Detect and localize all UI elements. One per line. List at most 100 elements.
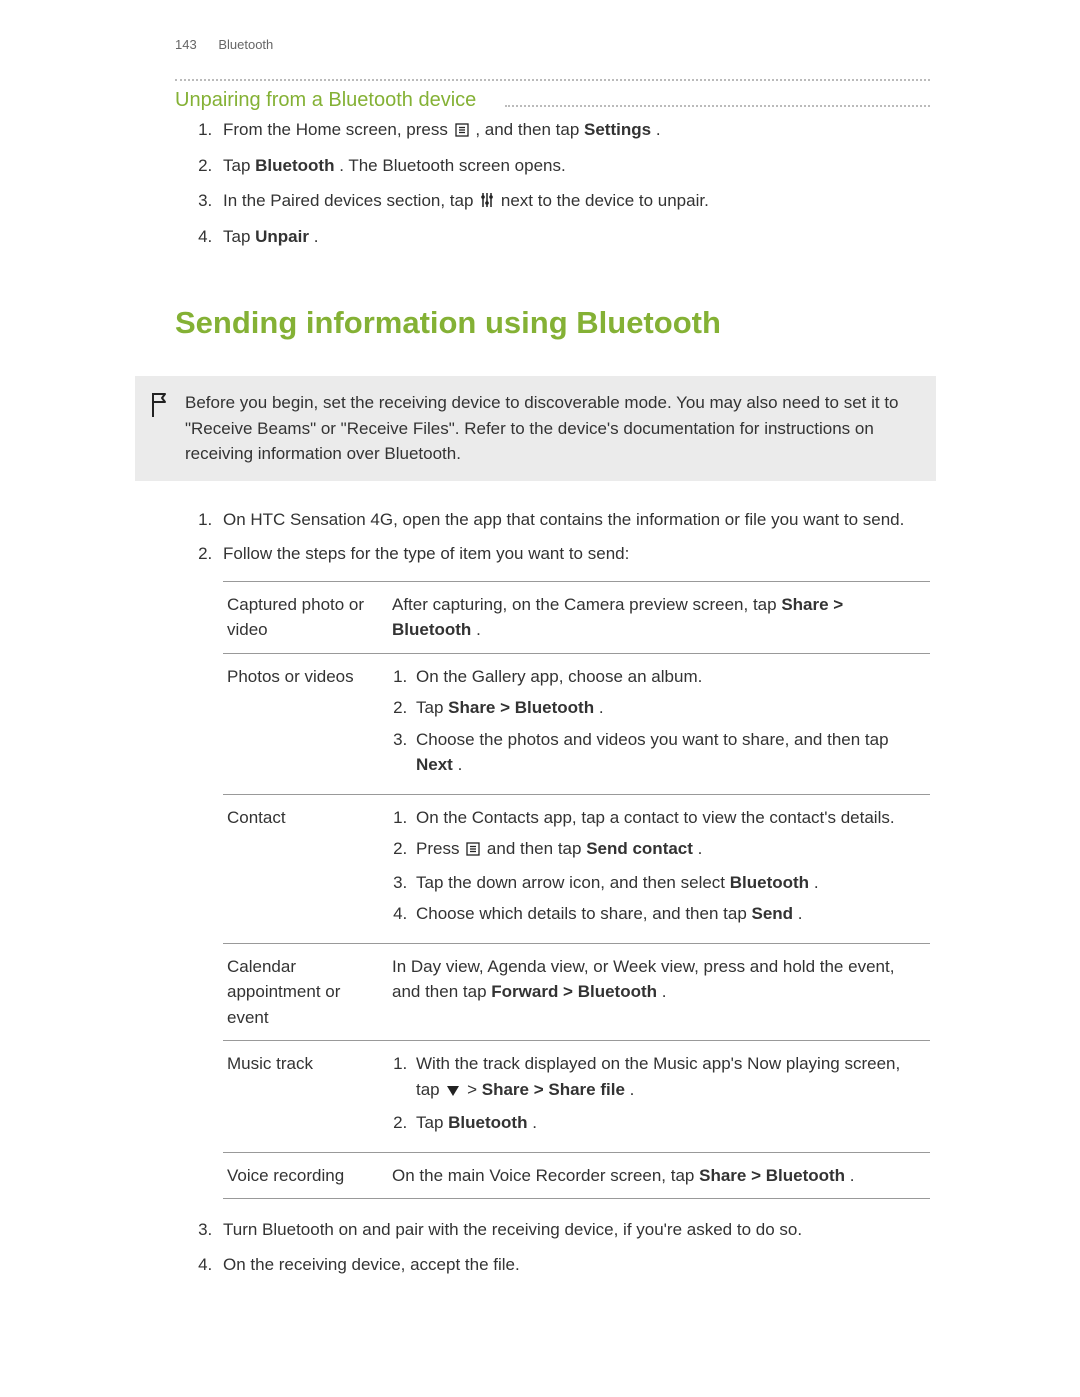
text: and then tap <box>487 839 586 858</box>
list-item: With the track displayed on the Music ap… <box>412 1051 922 1104</box>
text: . <box>630 1080 635 1099</box>
list-item: Tap the down arrow icon, and then select… <box>412 870 922 896</box>
inner-steps: On the Gallery app, choose an album. Tap… <box>392 664 922 778</box>
list-item: Tap Bluetooth . The Bluetooth screen ope… <box>217 153 930 179</box>
row-key: Voice recording <box>223 1152 388 1199</box>
inner-steps: With the track displayed on the Music ap… <box>392 1051 922 1136</box>
text: After capturing, on the Camera preview s… <box>392 595 781 614</box>
text: . <box>599 698 604 717</box>
text: On the main Voice Recorder screen, tap <box>392 1166 699 1185</box>
table-row: Voice recording On the main Voice Record… <box>223 1152 930 1199</box>
settings-label: Settings <box>584 120 651 139</box>
text: Tap <box>416 1113 448 1132</box>
row-key: Photos or videos <box>223 653 388 794</box>
bold-label: Send contact <box>586 839 693 858</box>
text: . <box>698 839 703 858</box>
list-item: On the Gallery app, choose an album. <box>412 664 922 690</box>
list-item: Follow the steps for the type of item yo… <box>217 541 930 1199</box>
row-key: Calendar appointment or event <box>223 943 388 1041</box>
text: On HTC Sensation 4G, open the app that c… <box>223 510 904 529</box>
row-value: On the Gallery app, choose an album. Tap… <box>388 653 930 794</box>
text: From the Home screen, press <box>223 120 453 139</box>
table-row: Photos or videos On the Gallery app, cho… <box>223 653 930 794</box>
row-value: In Day view, Agenda view, or Week view, … <box>388 943 930 1041</box>
down-triangle-icon <box>446 1079 460 1105</box>
text: . <box>532 1113 537 1132</box>
text: . The Bluetooth screen opens. <box>339 156 566 175</box>
unpair-label: Unpair <box>255 227 309 246</box>
text: . <box>476 620 481 639</box>
menu-icon <box>455 119 469 145</box>
text: Turn Bluetooth on and pair with the rece… <box>223 1220 802 1239</box>
text: next to the device to unpair. <box>501 191 709 210</box>
table-row: Captured photo or video After capturing,… <box>223 581 930 653</box>
dotted-rule <box>175 79 930 81</box>
text: Follow the steps for the type of item yo… <box>223 544 629 563</box>
text: Tap <box>223 227 255 246</box>
sliders-icon <box>480 190 494 216</box>
dotted-rule-after <box>505 105 930 107</box>
bold-label: Share > Share file <box>482 1080 625 1099</box>
table-row: Calendar appointment or event In Day vie… <box>223 943 930 1041</box>
bold-label: Share > Bluetooth <box>699 1166 845 1185</box>
text: Tap <box>223 156 255 175</box>
bluetooth-label: Bluetooth <box>255 156 334 175</box>
page-header: 143 Bluetooth <box>175 35 930 55</box>
bold-label: Share > Bluetooth <box>448 698 594 717</box>
text: . <box>314 227 319 246</box>
row-value: On the Contacts app, tap a contact to vi… <box>388 794 930 943</box>
section1-steps: From the Home screen, press , and then t… <box>175 117 930 250</box>
row-value: On the main Voice Recorder screen, tap S… <box>388 1152 930 1199</box>
row-key: Music track <box>223 1041 388 1153</box>
list-item: Tap Share > Bluetooth . <box>412 695 922 721</box>
list-item: Tap Unpair . <box>217 224 930 250</box>
send-type-table: Captured photo or video After capturing,… <box>223 581 930 1200</box>
text: , and then tap <box>475 120 584 139</box>
list-item: Press and then tap Send contact . <box>412 836 922 864</box>
text: > <box>467 1080 482 1099</box>
section2-title: Sending information using Bluetooth <box>175 300 930 347</box>
section2-steps: On HTC Sensation 4G, open the app that c… <box>175 507 930 1278</box>
note-box: Before you begin, set the receiving devi… <box>135 376 936 481</box>
bold-label: Forward > Bluetooth <box>491 982 657 1001</box>
list-item: In the Paired devices section, tap next … <box>217 188 930 216</box>
bold-label: Send <box>752 904 794 923</box>
note-text: Before you begin, set the receiving devi… <box>185 390 918 467</box>
row-key: Contact <box>223 794 388 943</box>
list-item: From the Home screen, press , and then t… <box>217 117 930 145</box>
text: . <box>656 120 661 139</box>
menu-icon <box>466 838 480 864</box>
text: On the Gallery app, choose an album. <box>416 667 702 686</box>
list-item: Turn Bluetooth on and pair with the rece… <box>217 1217 930 1243</box>
text: . <box>814 873 819 892</box>
page-number: 143 <box>175 37 197 52</box>
text: On the receiving device, accept the file… <box>223 1255 520 1274</box>
inner-steps: On the Contacts app, tap a contact to vi… <box>392 805 922 927</box>
bold-label: Bluetooth <box>448 1113 527 1132</box>
row-value: With the track displayed on the Music ap… <box>388 1041 930 1153</box>
text: Choose the photos and videos you want to… <box>416 730 889 749</box>
bold-label: Bluetooth <box>730 873 809 892</box>
flag-icon <box>149 390 169 426</box>
table-row: Music track With the track displayed on … <box>223 1041 930 1153</box>
table-row: Contact On the Contacts app, tap a conta… <box>223 794 930 943</box>
list-item: On HTC Sensation 4G, open the app that c… <box>217 507 930 533</box>
text: Tap <box>416 698 448 717</box>
row-value: After capturing, on the Camera preview s… <box>388 581 930 653</box>
list-item: Choose the photos and videos you want to… <box>412 727 922 778</box>
chapter-title: Bluetooth <box>218 37 273 52</box>
text: Press <box>416 839 464 858</box>
text: . <box>458 755 463 774</box>
text: . <box>662 982 667 1001</box>
text: . <box>798 904 803 923</box>
bold-label: Next <box>416 755 453 774</box>
list-item: On the Contacts app, tap a contact to vi… <box>412 805 922 831</box>
text: In the Paired devices section, tap <box>223 191 478 210</box>
list-item: Choose which details to share, and then … <box>412 901 922 927</box>
list-item: On the receiving device, accept the file… <box>217 1252 930 1278</box>
text: On the Contacts app, tap a contact to vi… <box>416 808 895 827</box>
text: Tap the down arrow icon, and then select <box>416 873 730 892</box>
text: Choose which details to share, and then … <box>416 904 752 923</box>
text: . <box>850 1166 855 1185</box>
row-key: Captured photo or video <box>223 581 388 653</box>
